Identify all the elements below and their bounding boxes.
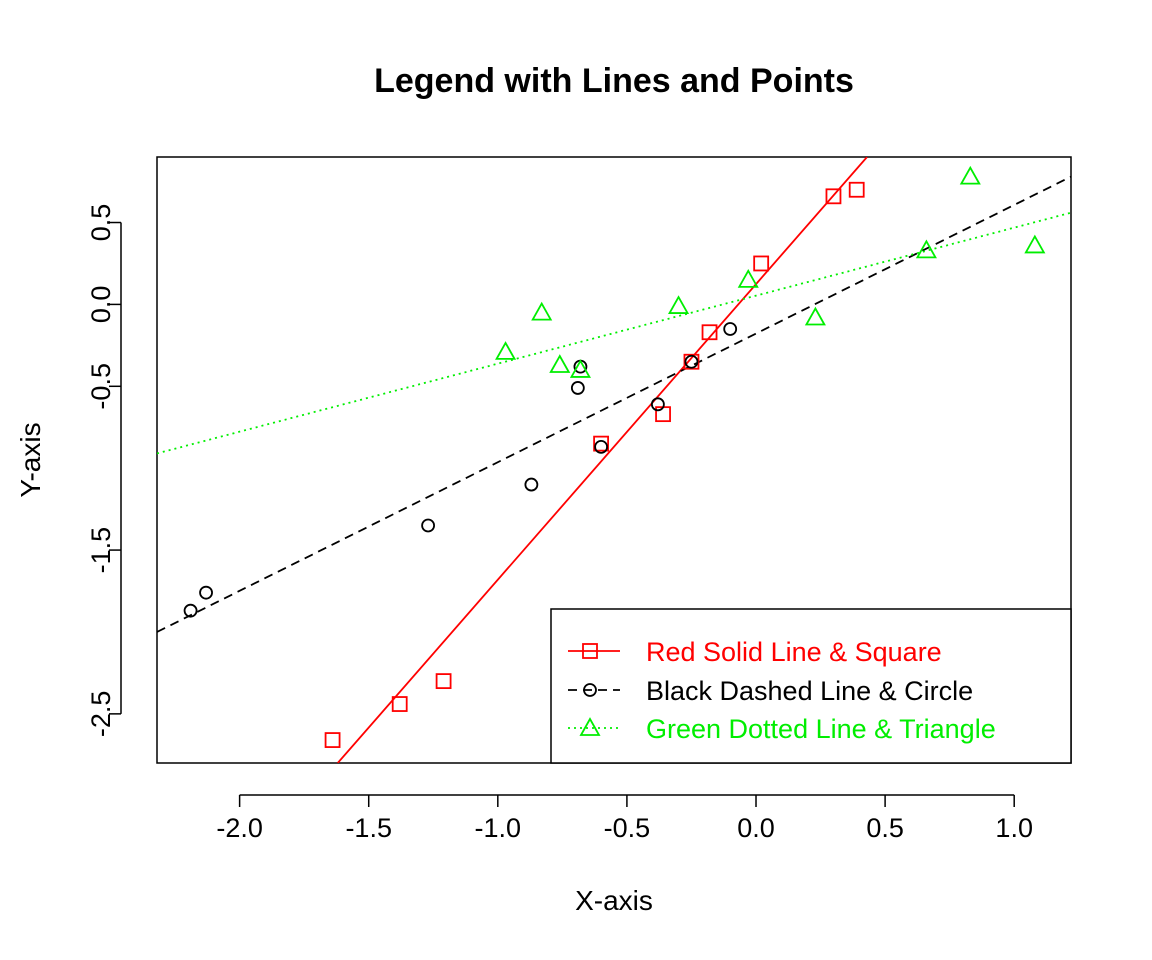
- y-tick-label: -2.5: [86, 691, 116, 738]
- x-tick-label: 0.0: [737, 813, 775, 843]
- data-point-triangle: [549, 354, 571, 373]
- data-point-triangle: [668, 295, 690, 314]
- y-tick-label: 0.0: [86, 286, 116, 324]
- data-point-triangle: [915, 239, 937, 259]
- data-point-circle: [684, 354, 699, 369]
- x-tick-label: 1.0: [995, 813, 1033, 843]
- data-point-triangle: [495, 341, 517, 360]
- x-axis-label: X-axis: [575, 885, 653, 916]
- data-point-circle: [183, 603, 198, 618]
- data-point-circle: [421, 518, 436, 533]
- data-point-circle: [199, 585, 213, 600]
- data-point-triangle: [531, 301, 553, 321]
- data-point-triangle: [1024, 234, 1046, 254]
- data-point-circle: [650, 397, 665, 412]
- data-point-triangle: [737, 269, 759, 288]
- series-points: [183, 165, 1046, 748]
- data-point-triangle: [959, 165, 981, 185]
- legend-box: [550, 608, 1072, 764]
- y-tick-label: 0.5: [86, 204, 116, 242]
- series-line-2: [157, 175, 1071, 633]
- legend: Red Solid Line & Square Black Dashed Line…: [550, 608, 1072, 764]
- data-point-square: [655, 406, 671, 423]
- legend-marker-square: [582, 643, 598, 659]
- legend-label-3: Green Dotted Line & Triangle: [646, 714, 996, 744]
- data-point-triangle: [804, 306, 826, 326]
- data-point-square: [753, 255, 770, 272]
- y-axis-label: Y-axis: [15, 422, 46, 497]
- data-point-square: [701, 324, 718, 341]
- series-line-3: [157, 211, 1071, 455]
- x-tick-label: -2.0: [216, 813, 263, 843]
- data-point-square: [848, 181, 865, 198]
- series-lines: [157, 157, 1071, 763]
- data-point-circle: [594, 439, 608, 454]
- data-point-triangle: [569, 359, 591, 378]
- x-tick-label: -1.5: [345, 813, 392, 843]
- chart-title: Legend with Lines and Points: [374, 62, 854, 100]
- legend-label-1: Red Solid Line & Square: [646, 637, 942, 667]
- data-point-square: [324, 732, 341, 748]
- legend-marker-circle: [583, 683, 597, 697]
- y-tick-label: -0.5: [86, 363, 116, 410]
- y-tick-label: -1.5: [86, 527, 116, 574]
- data-point-square: [683, 353, 700, 370]
- legend-label-2: Black Dashed Line & Circle: [646, 676, 973, 706]
- data-point-square: [435, 673, 452, 690]
- x-tick-label: -0.5: [604, 813, 651, 843]
- data-point-circle: [723, 322, 738, 336]
- data-point-square: [825, 188, 842, 205]
- legend-marker-triangle: [579, 717, 601, 736]
- x-tick-label: -1.0: [475, 813, 522, 843]
- data-point-square: [593, 435, 609, 452]
- y-axis: 0.5 0.0 -0.5 -1.5 -2.5: [86, 204, 122, 738]
- data-point-circle: [524, 477, 539, 492]
- x-tick-label: 0.5: [866, 813, 904, 843]
- data-point-circle: [570, 381, 585, 395]
- series-line-1: [337, 157, 868, 763]
- x-axis: -2.0 -1.5 -1.0 -0.5 0.0 0.5 1.0: [216, 794, 1033, 843]
- data-point-square: [391, 696, 408, 712]
